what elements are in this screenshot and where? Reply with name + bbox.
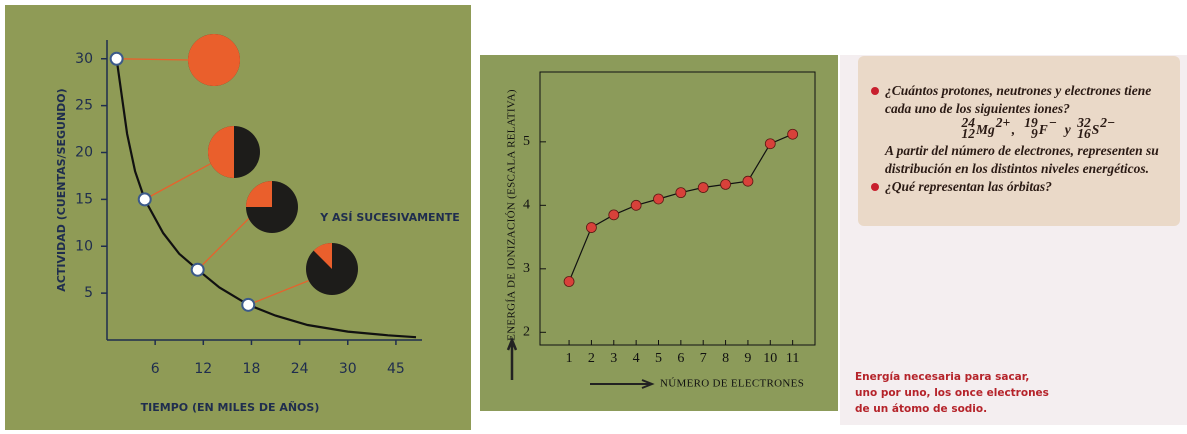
- ion-charge: −: [1049, 115, 1057, 130]
- x-tick-label: 45: [387, 361, 405, 377]
- data-point: [609, 210, 619, 220]
- y-axis-label: ACTIVIDAD (CUENTAS/SEGUNDO): [55, 88, 68, 291]
- x-tick-label: 1: [566, 351, 573, 366]
- y-tick-label: 30: [75, 51, 93, 67]
- ion-z: 9: [1031, 126, 1038, 141]
- x-tick-label: 6: [151, 361, 160, 377]
- y-tick-label: 4: [523, 198, 530, 213]
- page-canvas: ACTIVIDAD (CUENTAS/SEGUNDO) TIEMPO (EN M…: [0, 0, 1187, 434]
- y-tick-label: 5: [84, 285, 93, 301]
- ion-separator: y: [1063, 122, 1072, 137]
- x-tick-label: 8: [722, 351, 729, 366]
- ion-symbol: S: [1092, 122, 1100, 137]
- ion-z: 12: [962, 126, 976, 141]
- data-point: [743, 176, 753, 186]
- data-point: [564, 277, 574, 287]
- x-tick-label: 9: [744, 351, 751, 366]
- y-tick-label: 5: [523, 134, 530, 149]
- data-point: [698, 183, 708, 193]
- x-tick-label: 6: [677, 351, 684, 366]
- ion-separator: ,: [1011, 122, 1015, 137]
- data-point: [788, 129, 798, 139]
- question-box: [858, 56, 1180, 226]
- x-axis-label: TIEMPO (EN MILES DE AÑOS): [141, 401, 320, 414]
- y-tick-label: 10: [75, 238, 93, 254]
- x-tick-label: 2: [588, 351, 595, 366]
- data-point: [631, 200, 641, 210]
- page: ACTIVIDAD (CUENTAS/SEGUNDO) TIEMPO (EN M…: [0, 0, 1187, 434]
- x-tick-label: 3: [610, 351, 617, 366]
- ion-symbol: Mg: [975, 122, 995, 137]
- caption: Energía necesaria para sacar,: [855, 371, 1029, 383]
- x-tick-label: 11: [786, 351, 799, 366]
- bullet: [871, 183, 879, 191]
- data-point: [586, 223, 596, 233]
- ion-charge: 2−: [1099, 115, 1115, 130]
- annotation: Y ASÍ SUCESIVAMENTE: [319, 211, 460, 224]
- pie-slice: [188, 34, 240, 86]
- data-point: [192, 264, 204, 276]
- data-point: [111, 53, 123, 65]
- x-tick-label: 30: [339, 361, 357, 377]
- x-tick-label: 5: [655, 351, 662, 366]
- ion-charge: 2+: [995, 115, 1011, 130]
- data-point: [139, 193, 151, 205]
- bullet: [871, 87, 879, 95]
- data-point: [676, 188, 686, 198]
- x-tick-label: 10: [763, 351, 777, 366]
- y-tick-label: 15: [75, 191, 93, 207]
- y-tick-label: 2: [523, 325, 530, 340]
- y-axis-label: ENERGÍA DE IONIZACIÓN (ESCALA RELATIVA): [506, 89, 518, 341]
- data-point: [653, 194, 663, 204]
- data-point: [242, 299, 254, 311]
- ion-symbol: F: [1038, 122, 1048, 137]
- y-tick-label: 25: [75, 98, 93, 114]
- y-tick-label: 20: [75, 145, 93, 161]
- question-text: cada uno de los siguientes iones?: [885, 101, 1070, 116]
- x-tick-label: 18: [243, 361, 261, 377]
- x-tick-label: 24: [291, 361, 309, 377]
- caption: uno por uno, los once electrones: [855, 387, 1049, 399]
- x-tick-label: 4: [633, 351, 640, 366]
- caption: de un átomo de sodio.: [855, 403, 987, 415]
- question-text: ¿Qué representan las órbitas?: [885, 179, 1052, 194]
- ion-z: 16: [1077, 126, 1091, 141]
- x-axis-label: NÚMERO DE ELECTRONES: [660, 378, 804, 390]
- x-tick-label: 12: [194, 361, 212, 377]
- x-tick-label: 7: [700, 351, 707, 366]
- data-point: [721, 179, 731, 189]
- data-point: [765, 139, 775, 149]
- question-text: A partir del número de electrones, repre…: [884, 143, 1159, 158]
- question-text: ¿Cuántos protones, neutrones y electrone…: [885, 83, 1151, 98]
- y-tick-label: 3: [523, 261, 530, 276]
- question-text: distribución en los distintos niveles en…: [885, 161, 1149, 176]
